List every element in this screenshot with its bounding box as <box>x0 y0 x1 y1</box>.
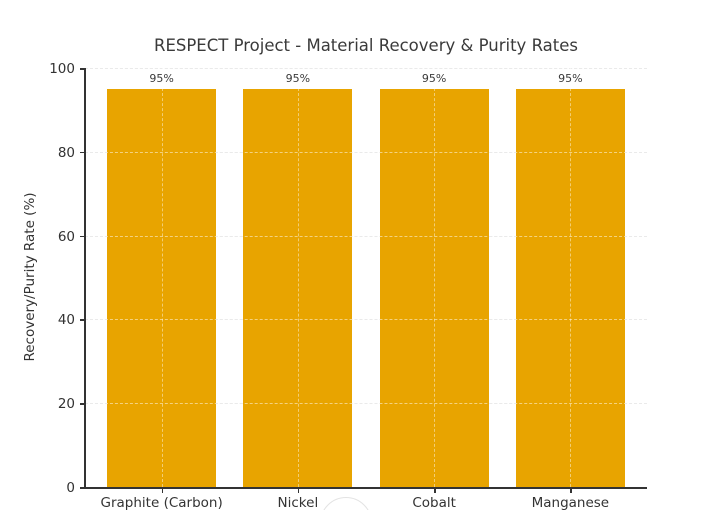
h-gridline-overlay <box>85 68 647 69</box>
h-gridline-overlay <box>85 403 647 405</box>
y-tick-mark <box>80 319 85 321</box>
y-tick-label: 20 <box>57 396 75 413</box>
x-tick-mark <box>161 488 164 493</box>
x-tick-label: Manganese <box>531 495 610 510</box>
x-tick-mark <box>297 488 300 493</box>
y-tick-mark <box>80 235 85 238</box>
y-tick-label: 60 <box>57 228 75 245</box>
v-gridline-overlay <box>161 68 163 487</box>
h-gridline-overlay <box>85 235 647 237</box>
y-tick-label: 100 <box>49 61 75 77</box>
bar <box>243 88 353 487</box>
y-tick-label: 0 <box>66 480 75 496</box>
x-tick-mark <box>570 488 572 493</box>
y-axis-label: Recovery/Purity Rate (%) <box>22 192 38 362</box>
y-axis-spine <box>84 68 86 489</box>
faint-circle-artifact <box>320 497 372 510</box>
x-tick-label: Graphite (Carbon) <box>100 495 223 510</box>
y-tick-mark <box>80 487 85 489</box>
y-tick-mark <box>80 151 85 154</box>
x-tick-label: Nickel <box>277 495 319 510</box>
bar <box>379 88 489 487</box>
v-gridline-overlay <box>570 68 572 487</box>
h-gridline-overlay <box>85 151 647 153</box>
v-gridline-overlay <box>297 68 299 487</box>
y-tick-label: 40 <box>57 312 75 329</box>
chart-title: RESPECT Project - Material Recovery & Pu… <box>153 36 578 55</box>
bar-value-label: 95% <box>421 71 447 85</box>
v-gridline-overlay <box>434 68 436 487</box>
bar-value-label: 95% <box>285 71 311 85</box>
y-tick-mark <box>80 68 85 70</box>
bar <box>515 88 625 487</box>
bar-value-label: 95% <box>149 71 174 85</box>
x-tick-mark <box>434 488 436 493</box>
x-tick-label: Cobalt <box>412 495 456 510</box>
bar <box>107 88 217 487</box>
bar-value-label: 95% <box>558 71 583 85</box>
x-axis-spine <box>84 487 647 489</box>
y-tick-mark <box>80 403 85 405</box>
h-gridline-overlay <box>85 319 647 321</box>
y-tick-label: 80 <box>57 144 75 161</box>
